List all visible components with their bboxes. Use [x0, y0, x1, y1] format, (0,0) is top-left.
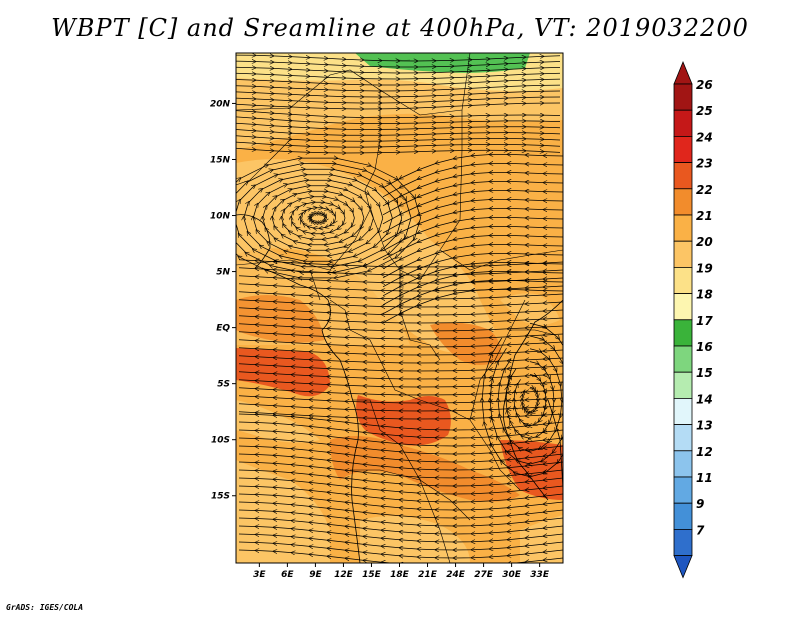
colorbar-segment — [673, 476, 693, 504]
colorbar-segment — [673, 293, 693, 321]
lon-tick-label: 21E — [418, 570, 438, 580]
lat-tick-label: 5S — [217, 380, 230, 390]
colorbar-segment — [673, 397, 693, 425]
streamlines — [236, 55, 563, 563]
colorbar-segment — [673, 109, 693, 137]
colorbar-label: 16 — [696, 340, 713, 354]
colorbar-label: 12 — [696, 445, 713, 459]
lon-tick-label: 18E — [390, 570, 410, 580]
colorbar-segment — [673, 319, 693, 347]
colorbar-top-arrow — [673, 60, 693, 85]
colorbar-label: 19 — [696, 261, 713, 275]
colorbar-label: 14 — [696, 392, 713, 406]
colorbar-segment — [673, 83, 693, 111]
lat-tick-label: 10N — [210, 212, 231, 222]
colorbar-segment — [673, 135, 693, 163]
chart-title: WBPT [C] and Sreamline at 400hPa, VT: 20… — [51, 14, 749, 42]
lon-tick-label: 9E — [309, 570, 322, 580]
colorbar-segment — [673, 240, 693, 268]
map-plot-area — [236, 53, 563, 563]
lat-tick-label: 5N — [216, 268, 230, 278]
lon-tick-label: 33E — [530, 570, 550, 580]
colorbar-segment — [673, 450, 693, 478]
longitude-axis: 3E 6E 9E 12E 15E 18E 21E 24E 27E 30E 33E — [253, 563, 550, 580]
colorbar-label: 18 — [696, 288, 713, 302]
colorbar-label: 15 — [696, 366, 713, 380]
lon-tick-label: 3E — [253, 570, 266, 580]
streamline — [238, 550, 563, 563]
lat-tick-label: 15S — [211, 492, 230, 502]
lon-tick-label: 30E — [502, 570, 522, 580]
streamline — [236, 136, 561, 141]
streamline — [236, 148, 561, 153]
lon-tick-label: 12E — [334, 570, 354, 580]
colorbar-label: 26 — [696, 78, 713, 92]
lon-tick-label: 6E — [281, 570, 294, 580]
colorbar-label: 20 — [696, 235, 713, 249]
streamline — [482, 322, 563, 477]
colorbar-label: 13 — [696, 419, 713, 433]
lon-tick-label: 15E — [362, 570, 382, 580]
lat-tick-label: 10S — [211, 436, 230, 446]
streamline — [236, 142, 561, 147]
colorbar-label: 21 — [696, 209, 713, 223]
colorbar-bottom-arrow — [673, 555, 693, 579]
colorbar-label: 17 — [696, 314, 713, 328]
colorbar-segment — [673, 188, 693, 216]
colorbar-segment — [673, 502, 693, 530]
streamline — [236, 103, 561, 109]
latitude-axis: 20N 15N 10N 5N EQ 5S 10S 15S — [210, 99, 236, 502]
lat-tick-label: 15N — [210, 155, 231, 165]
colorbar-segment — [673, 162, 693, 190]
colorbar-segment — [673, 266, 693, 294]
colorbar-label: 9 — [696, 497, 704, 511]
colorbar-label: 11 — [696, 471, 713, 485]
colorbar-segment — [673, 529, 693, 557]
grads-credit: GrADS: IGES/COLA — [6, 603, 84, 612]
colorbar-segment — [673, 345, 693, 373]
colorbar-segment — [673, 371, 693, 399]
lat-tick-label: 20N — [210, 99, 231, 109]
colorbar-segment — [673, 214, 693, 242]
colorbar: 26 25 24 23 22 21 20 19 18 17 16 15 14 13 12 11 9 7 — [673, 60, 713, 579]
colorbar-label: 24 — [696, 130, 713, 144]
colorbar-label: 23 — [696, 157, 713, 171]
lon-tick-label: 24E — [446, 570, 466, 580]
lon-tick-label: 27E — [474, 570, 494, 580]
colorbar-label: 25 — [696, 104, 713, 118]
lat-tick-label: EQ — [216, 324, 230, 334]
colorbar-segment — [673, 424, 693, 452]
colorbar-label: 22 — [696, 183, 713, 197]
colorbar-label: 7 — [696, 523, 705, 537]
